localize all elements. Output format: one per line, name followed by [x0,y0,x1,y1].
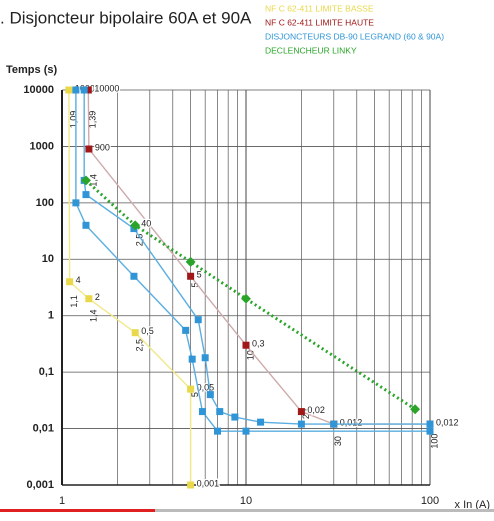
marker [241,293,251,304]
annotation: 30 [333,436,343,446]
marker [66,278,74,286]
data-label: 5 [197,270,202,280]
progress-track [0,509,494,512]
marker [80,86,88,94]
marker [81,175,91,186]
marker [201,354,209,362]
marker [297,420,305,428]
annotation: 20 [301,409,311,419]
marker [130,272,138,280]
marker [188,355,196,363]
y-tick-label: 1000 [30,140,54,152]
series-line [84,179,416,411]
marker [185,256,196,267]
marker [216,408,224,416]
marker [131,329,139,337]
data-label: 0,3 [252,339,265,349]
legend-entry: NF C 62-411 LIMITE HAUTE [265,17,374,27]
marker [82,221,90,229]
annotation: 1,09 [68,111,78,129]
marker [130,220,141,231]
marker [82,191,90,199]
annotation: 2,5 [135,234,145,247]
data-label: 900 [95,142,110,152]
legend-entry: DECLENCHEUR LINKY [265,45,357,55]
y-tick-label: 0,01 [33,422,54,434]
annotation: 1,4 [88,174,98,187]
annotation: 1,4 [88,309,98,322]
annotation: 1,1 [69,295,79,308]
marker [72,86,80,94]
x-tick-label: 1 [59,495,65,507]
annotation: 5 [190,392,200,397]
marker [65,86,73,94]
data-label: 4 [76,275,81,285]
x-tick-label: 100 [421,495,439,507]
marker [194,316,202,324]
marker [187,385,195,393]
series-line [68,89,192,485]
marker [231,413,239,421]
marker [85,145,93,153]
marker [297,408,305,416]
marker [213,427,221,435]
y-tick-label: 10000 [23,84,54,96]
marker [410,404,421,415]
y-tick-label: 0,1 [39,366,54,378]
marker [187,272,195,280]
data-label: 0,012 [436,417,459,427]
data-label: 2 [95,292,100,302]
data-label: 10000 [94,83,119,93]
annotation: 5 [190,283,200,288]
progress-bar [0,509,155,512]
marker [330,420,338,428]
annotation: 10 [245,350,255,360]
data-label: 0,012 [340,417,363,427]
marker [198,408,206,416]
series-line [75,90,430,432]
marker [426,420,434,428]
data-label: 0,5 [141,326,154,336]
x-axis-label: x In (A) [455,499,490,511]
data-label: 0,02 [307,405,325,415]
marker [187,481,195,489]
marker [206,391,214,399]
y-axis-label: Temps (s) [6,64,57,76]
data-label: 0,001 [197,478,220,488]
marker [72,199,80,207]
y-tick-label: 10 [42,253,54,265]
annotation: 2,5 [135,339,145,352]
y-tick-label: 100 [36,197,54,209]
y-tick-label: 0,001 [26,479,54,491]
marker [182,326,190,334]
marker [242,341,250,349]
data-label: 0,05 [197,383,215,393]
marker [242,427,250,435]
legend-entry: NF C 62-411 LIMITE BASSE [265,3,374,13]
marker [85,295,93,303]
y-tick-label: 1 [48,310,54,322]
annotation: 100 [429,434,439,449]
annotation: 1,39 [88,111,98,129]
chart-title: . Disjoncteur bipolaire 60A et 90A [0,8,252,27]
data-label: 40 [141,219,151,229]
marker [257,418,265,426]
marker [426,427,434,435]
legend-entry: DISJONCTEURS DB-90 LEGRAND (60 & 90A) [265,31,444,41]
x-tick-label: 10 [240,495,252,507]
marker [84,86,92,94]
